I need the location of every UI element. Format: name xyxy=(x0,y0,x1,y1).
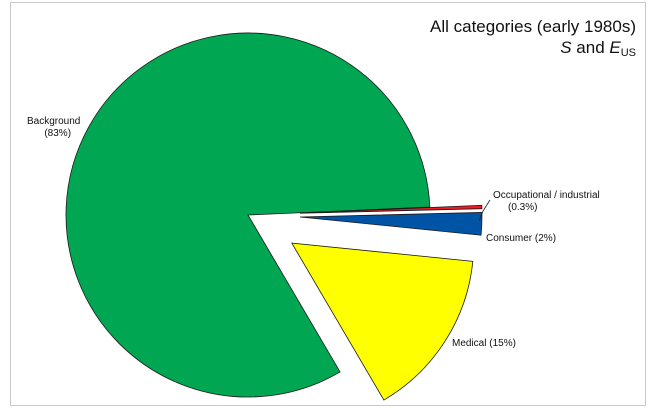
label-background-pct: (83%) xyxy=(44,128,72,139)
pie-slice-medical xyxy=(291,242,474,401)
pie-slice-occupational-industrial xyxy=(299,204,483,214)
leader-line-occupational xyxy=(478,199,491,222)
chart-title-line1: All categories (early 1980s) xyxy=(430,17,636,36)
label-occupational-name: Occupational / industrial xyxy=(493,190,600,201)
title-and: and xyxy=(571,38,610,57)
chart-title: All categories (early 1980s) S and EUS xyxy=(430,16,636,64)
label-occupational-pct: (0.3%) xyxy=(508,202,538,213)
chart-title-line2: S and EUS xyxy=(430,37,636,64)
label-consumer: Consumer (2%) xyxy=(486,233,557,244)
pie-slice-consumer xyxy=(299,212,483,236)
label-background: Background (83%) xyxy=(27,116,80,140)
title-e-subscript: US xyxy=(620,47,636,59)
label-background-name: Background xyxy=(27,116,81,127)
label-medical: Medical (15%) xyxy=(452,338,516,349)
title-e: E xyxy=(609,38,621,57)
title-s: S xyxy=(560,38,572,57)
pie-slice-background xyxy=(65,32,431,398)
label-occupational: Occupational / industrial (0.3%) xyxy=(493,190,600,214)
